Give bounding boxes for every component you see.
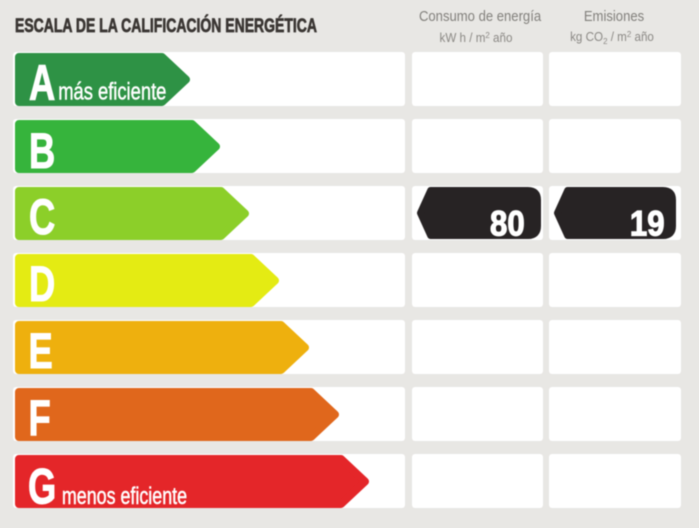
svg-text:19: 19: [630, 205, 665, 239]
svg-text:más eficiente: más eficiente: [58, 77, 166, 105]
svg-text:A: A: [29, 55, 55, 106]
svg-text:F: F: [28, 390, 50, 441]
svg-text:B: B: [29, 123, 55, 173]
svg-text:C: C: [29, 189, 55, 240]
svg-text:D: D: [29, 256, 55, 307]
svg-text:E: E: [28, 323, 52, 374]
svg-text:menos eficiente: menos eficiente: [62, 482, 187, 508]
svg-text:G: G: [28, 459, 56, 508]
svg-text:80: 80: [490, 205, 525, 239]
